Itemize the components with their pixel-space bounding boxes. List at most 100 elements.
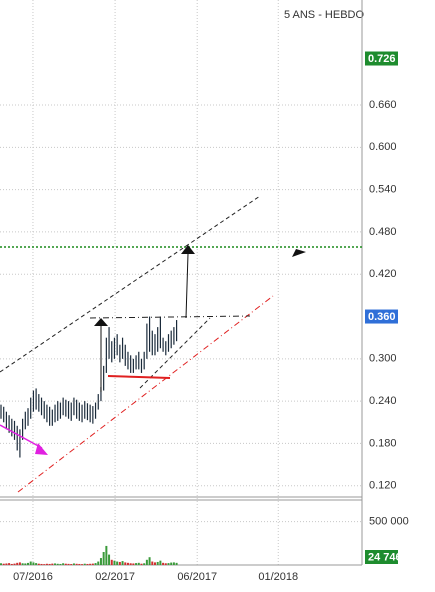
y-tick-label: 500 000: [369, 516, 409, 528]
y-tick-label: 0.420: [369, 268, 397, 280]
volume-bar: [67, 563, 70, 565]
volume-bar: [91, 563, 94, 565]
volume-bar: [110, 559, 113, 565]
x-tick-label: 01/2018: [258, 571, 298, 583]
volume-bar: [121, 561, 124, 565]
price-marker-box: [365, 51, 398, 66]
price-marker-box: [365, 309, 398, 324]
volume-bar: [89, 563, 92, 565]
price-marker-label: 0.360: [368, 311, 396, 323]
volume-bar: [118, 561, 121, 565]
volume-bar: [56, 563, 59, 565]
volume-bar: [72, 563, 75, 565]
volume-bar: [143, 563, 146, 565]
x-tick-label: 02/2017: [95, 571, 135, 583]
volume-bar: [18, 562, 21, 565]
x-tick-label: 06/2017: [177, 571, 217, 583]
volume-bar: [172, 562, 175, 565]
volume-bar: [94, 563, 97, 565]
volume-bar: [10, 563, 13, 565]
support-line: [107, 375, 171, 379]
volume-bar: [102, 552, 105, 565]
volume-bar: [86, 563, 89, 565]
volume-bar: [124, 562, 127, 565]
volume-bar: [135, 563, 138, 565]
volume-bar: [51, 563, 54, 565]
volume-bar: [16, 562, 19, 565]
volume-bar: [175, 562, 178, 565]
volume-bar: [81, 564, 84, 565]
arrow-head: [35, 443, 48, 455]
volume-bar: [148, 557, 151, 565]
arrow-head: [181, 245, 195, 254]
price-marker-box: [365, 550, 398, 564]
x-tick-label: 07/2016: [13, 571, 53, 583]
volume-bar: [75, 563, 78, 565]
y-tick-label: 0.540: [369, 184, 397, 196]
volume-bar: [37, 563, 40, 565]
volume-bar: [137, 562, 140, 565]
annotations: [0, 195, 362, 493]
volume-bar: [97, 561, 100, 565]
trend-line: [0, 195, 261, 373]
volume-bar: [159, 560, 162, 565]
marks: [0, 316, 178, 565]
chart-title: 5 ANS - HEBDO: [284, 9, 365, 21]
volume-bar: [164, 563, 167, 565]
volume-bar: [70, 564, 73, 565]
volume-bar: [59, 563, 62, 565]
arrow: [0, 424, 43, 449]
price-marker-label: 24 746: [368, 551, 402, 563]
volume-bar: [13, 563, 16, 565]
volume-bar: [48, 563, 51, 565]
y-tick-label: 0.660: [369, 99, 397, 111]
volume-bar: [8, 563, 11, 565]
volume-bar: [43, 564, 46, 565]
volume-bar: [35, 563, 38, 565]
volume-bar: [27, 562, 30, 565]
y-tick-label: 0.600: [369, 141, 397, 153]
volume-bar: [132, 563, 135, 565]
volume-bar: [24, 563, 27, 565]
volume-bar: [170, 562, 173, 565]
y-tick-label: 0.120: [369, 480, 397, 492]
volume-bar: [116, 561, 119, 565]
volume-bar: [140, 563, 143, 565]
arrow: [185, 253, 189, 319]
price-marker-label: 0.726: [368, 53, 396, 65]
volume-bar: [64, 563, 67, 565]
volume-bar: [105, 545, 108, 565]
volume-bar: [21, 563, 24, 565]
volume-bar: [29, 561, 32, 565]
y-tick-label: 0.240: [369, 395, 397, 407]
volume-bar: [54, 563, 57, 565]
volume-bar: [126, 562, 129, 565]
volume-bar: [78, 563, 81, 565]
y-tick-label: 0.480: [369, 226, 397, 238]
volume-bar: [156, 561, 159, 565]
volume-bar: [108, 554, 111, 565]
trend-line: [139, 317, 211, 389]
volume-bar: [0, 563, 2, 565]
grid: [0, 0, 362, 565]
volume-bar: [151, 561, 154, 565]
volume-bar: [83, 563, 86, 565]
arrow-head: [292, 249, 306, 257]
volume-bar: [62, 563, 65, 565]
volume-bar: [113, 560, 116, 565]
trend-line: [89, 315, 251, 319]
y-tick-label: 0.300: [369, 353, 397, 365]
volume-bar: [153, 562, 156, 565]
volume-bar: [45, 563, 48, 565]
volume-bar: [129, 563, 132, 565]
volume-bar: [40, 563, 43, 565]
y-tick-label: 0.180: [369, 437, 397, 449]
trend-line: [17, 295, 274, 493]
volume-bar: [32, 562, 35, 565]
volume-bar: [2, 563, 5, 565]
volume-bar: [145, 559, 148, 565]
volume-bar: [167, 563, 170, 565]
volume-bar: [5, 563, 8, 565]
